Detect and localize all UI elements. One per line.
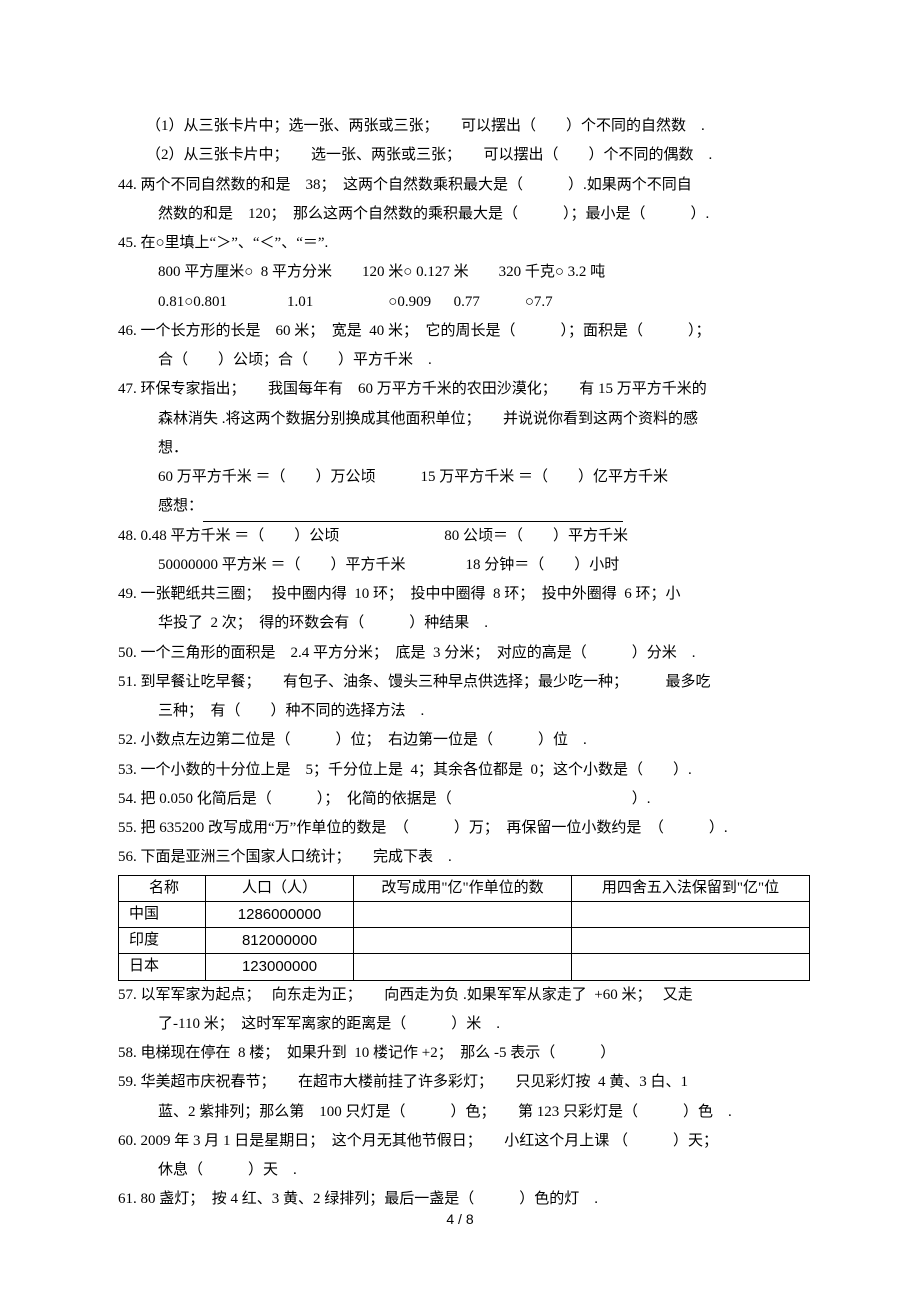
q57-line2: 了-110 米； 这时军军离家的距离是（ ）米 . [118,1010,810,1039]
row2-name: 日本 [119,954,206,980]
q46-line2: 合（ ）公顷；合（ ）平方千米 . [118,346,810,375]
table-row: 印度 812000000 [119,928,810,954]
row1-rewrite [354,928,572,954]
q47-line1: 47. 环保专家指出； 我国每年有 60 万平方千米的农田沙漠化； 有 15 万… [118,375,810,404]
q48-line2: 50000000 平方米 ＝（ ）平方千米 18 分钟＝（ ）小时 [118,551,810,580]
col-name-header: 名称 [119,875,206,901]
q49-line1: 49. 一张靶纸共三圈； 投中圈内得 10 环； 投中中圈得 8 环； 投中外圈… [118,580,810,609]
q50: 50. 一个三角形的面积是 2.4 平方分米； 底是 3 分米； 对应的高是（ … [118,639,810,668]
q54: 54. 把 0.050 化简后是（ ）； 化简的依据是（ ）. [118,785,810,814]
row1-pop: 812000000 [206,928,354,954]
row2-rewrite [354,954,572,980]
page-footer: 4 / 8 [0,1206,920,1233]
q55: 55. 把 635200 改写成用“万”作单位的数是 （ ）万； 再保留一位小数… [118,814,810,843]
col-round-header: 用四舍五入法保留到"亿"位 [572,875,810,901]
q45-line3: 0.81○0.801 1.01 ○0.909 0.77 ○7.7 [118,288,810,317]
col-pop-header: 人口（人） [206,875,354,901]
row0-name: 中国 [119,901,206,927]
q59-line1: 59. 华美超市庆祝春节； 在超市大楼前挂了许多彩灯； 只见彩灯按 4 黄、3 … [118,1068,810,1097]
row0-pop: 1286000000 [206,901,354,927]
q43-part1: （1）从三张卡片中；选一张、两张或三张； 可以摆出（ ）个不同的自然数 . [118,112,810,141]
table-header-row: 名称 人口（人） 改写成用"亿"作单位的数 用四舍五入法保留到"亿"位 [119,875,810,901]
q43-part2: （2）从三张卡片中； 选一张、两张或三张； 可以摆出（ ）个不同的偶数 . [118,141,810,170]
q45-line1: 45. 在○里填上“＞”、“＜”、“＝”. [118,229,810,258]
q57-line1: 57. 以军军家为起点； 向东走为正； 向西走为负 .如果军军从家走了 +60 … [118,981,810,1010]
q49-line2: 华投了 2 次； 得的环数会有（ ）种结果 . [118,609,810,638]
q59-line2: 蓝、2 紫排列；那么第 100 只灯是（ ）色； 第 123 只彩灯是（ ）色 … [118,1098,810,1127]
q44-line2: 然数的和是 120； 那么这两个自然数的乘积最大是（ ）；最小是（ ）. [118,200,810,229]
q45-line2: 800 平方厘米○ 8 平方分米 120 米○ 0.127 米 320 千克○ … [118,258,810,287]
q56: 56. 下面是亚洲三个国家人口统计； 完成下表 . [118,843,810,872]
q44-line1: 44. 两个不同自然数的和是 38； 这两个自然数乘积最大是（ ）.如果两个不同… [118,171,810,200]
q47-line5: 感想： [118,492,810,521]
q58: 58. 电梯现在停在 8 楼； 如果升到 10 楼记作 +2； 那么 -5 表示… [118,1039,810,1068]
row1-round [572,928,810,954]
q47-blank-line [203,503,623,522]
q46-line1: 46. 一个长方形的长是 60 米； 宽是 40 米； 它的周长是（ ）；面积是… [118,317,810,346]
q47-sensations-label: 感想： [158,498,203,514]
q60-line2: 休息（ ）天 . [118,1156,810,1185]
row0-rewrite [354,901,572,927]
table-row: 日本 123000000 [119,954,810,980]
q47-line2: 森林消失 .将这两个数据分别换成其他面积单位； 并说说你看到这两个资料的感 [118,405,810,434]
col-rewrite-header: 改写成用"亿"作单位的数 [354,875,572,901]
row2-pop: 123000000 [206,954,354,980]
table-row: 中国 1286000000 [119,901,810,927]
q47-line4: 60 万平方千米 ＝（ ）万公顷 15 万平方千米 ＝（ ）亿平方千米 [118,463,810,492]
q47-line3: 想． [118,434,810,463]
q51-line1: 51. 到早餐让吃早餐； 有包子、油条、馒头三种早点供选择；最少吃一种； 最多吃 [118,668,810,697]
q53: 53. 一个小数的十分位上是 5；千分位上是 4；其余各位都是 0；这个小数是（… [118,756,810,785]
document-page: （1）从三张卡片中；选一张、两张或三张； 可以摆出（ ）个不同的自然数 . （2… [0,0,920,1301]
row2-round [572,954,810,980]
population-table: 名称 人口（人） 改写成用"亿"作单位的数 用四舍五入法保留到"亿"位 中国 1… [118,875,810,981]
q51-line2: 三种； 有（ ）种不同的选择方法 . [118,697,810,726]
q48-line1: 48. 0.48 平方千米 ＝（ ）公顷 80 公顷＝（ ）平方千米 [118,522,810,551]
row1-name: 印度 [119,928,206,954]
row0-round [572,901,810,927]
q60-line1: 60. 2009 年 3 月 1 日是星期日； 这个月无其他节假日； 小红这个月… [118,1127,810,1156]
q52: 52. 小数点左边第二位是（ ）位； 右边第一位是（ ）位 . [118,726,810,755]
